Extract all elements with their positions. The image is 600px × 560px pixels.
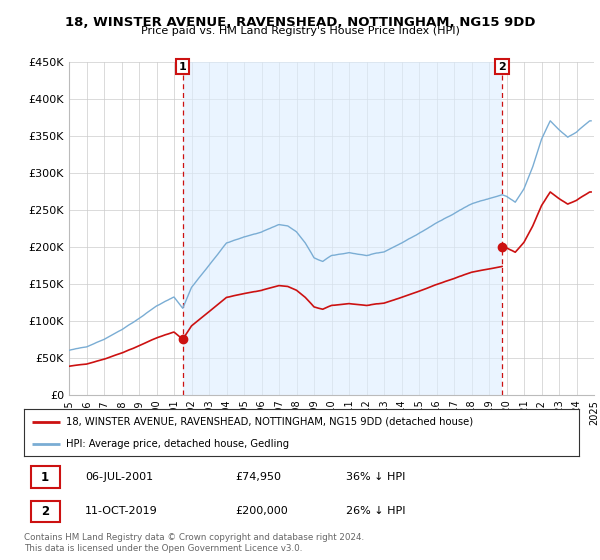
Text: HPI: Average price, detached house, Gedling: HPI: Average price, detached house, Gedl… [65, 438, 289, 449]
Text: 06-JUL-2001: 06-JUL-2001 [85, 472, 153, 482]
Text: 2: 2 [498, 62, 506, 72]
Text: 18, WINSTER AVENUE, RAVENSHEAD, NOTTINGHAM, NG15 9DD: 18, WINSTER AVENUE, RAVENSHEAD, NOTTINGH… [65, 16, 535, 29]
Text: 2: 2 [41, 505, 49, 518]
Text: £200,000: £200,000 [235, 506, 287, 516]
Text: 18, WINSTER AVENUE, RAVENSHEAD, NOTTINGHAM, NG15 9DD (detached house): 18, WINSTER AVENUE, RAVENSHEAD, NOTTINGH… [65, 417, 473, 427]
Bar [183, 62, 502, 395]
Text: 11-OCT-2019: 11-OCT-2019 [85, 506, 158, 516]
Text: 1: 1 [41, 471, 49, 484]
Text: Price paid vs. HM Land Registry's House Price Index (HPI): Price paid vs. HM Land Registry's House … [140, 26, 460, 36]
FancyBboxPatch shape [31, 501, 59, 522]
Text: Contains HM Land Registry data © Crown copyright and database right 2024.
This d: Contains HM Land Registry data © Crown c… [24, 533, 364, 553]
Text: 26% ↓ HPI: 26% ↓ HPI [346, 506, 406, 516]
Text: £74,950: £74,950 [235, 472, 281, 482]
Text: 1: 1 [179, 62, 187, 72]
FancyBboxPatch shape [31, 466, 59, 488]
Text: 36% ↓ HPI: 36% ↓ HPI [346, 472, 405, 482]
